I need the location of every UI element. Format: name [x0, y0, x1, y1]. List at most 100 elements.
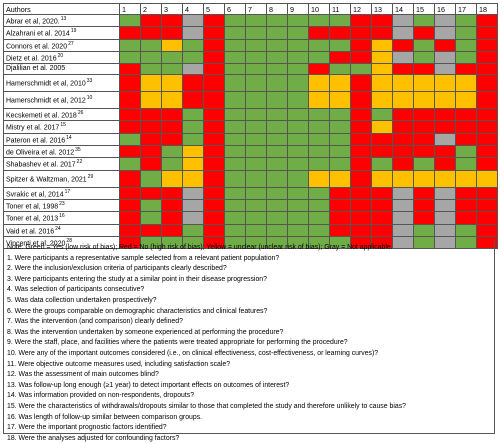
rating-cell [140, 132, 162, 146]
criterion-note: 2. Were the inclusion/exclusion criteria… [7, 265, 227, 273]
author-name: Toner et al, 1998 [6, 203, 59, 211]
notes-section: Note: Green = Yes (low risk of bias); Re… [3, 241, 495, 442]
rating-cell [287, 50, 309, 65]
reference-number: 28 [66, 237, 72, 244]
column-header-8: 8 [266, 3, 288, 15]
rating-cell [371, 169, 393, 188]
author-name: Mistry et al. 2017 [6, 124, 60, 132]
author-cell: Shabashev et al. 201722 [3, 157, 120, 171]
column-header-7: 7 [245, 3, 267, 15]
rating-cell [287, 198, 309, 213]
rating-cell [203, 50, 225, 65]
criterion-note: 14. Was information provided on non-resp… [7, 392, 195, 400]
rating-cell [455, 50, 477, 65]
rating-cell [182, 157, 204, 171]
rating-cell [413, 169, 435, 188]
rating-cell [392, 157, 414, 171]
rating-cell [140, 169, 162, 188]
rating-cell [161, 235, 183, 250]
rating-cell [182, 50, 204, 65]
rating-cell [329, 157, 351, 171]
author-cell: Vincenti et al. 202028 [3, 235, 120, 250]
rating-cell [350, 198, 372, 213]
rating-cell [161, 157, 183, 171]
criterion-note: 12. Was the assessment of main outcomes … [7, 371, 159, 379]
rating-cell [266, 73, 288, 92]
rating-cell [455, 73, 477, 92]
rating-cell [245, 169, 267, 188]
rating-cell [119, 50, 141, 65]
rating-cell [245, 90, 267, 109]
rating-cell [119, 38, 141, 52]
rating-cell [329, 107, 351, 122]
rating-cell [329, 132, 351, 146]
rating-cell [476, 26, 498, 40]
rating-cell [371, 186, 393, 200]
rating-cell [203, 198, 225, 213]
rating-cell [371, 26, 393, 40]
rating-cell [476, 144, 498, 159]
rating-cell [161, 107, 183, 122]
rating-cell [119, 132, 141, 146]
rating-cell [455, 107, 477, 122]
rating-cell [203, 38, 225, 52]
rating-cell [119, 223, 141, 237]
rating-cell [182, 73, 204, 92]
rating-cell [434, 107, 456, 122]
rating-cell [434, 73, 456, 92]
rating-cell [329, 73, 351, 92]
rating-cell [476, 90, 498, 109]
rating-cell [476, 107, 498, 122]
author-name: Shabashev et al. 2017 [6, 161, 76, 169]
rating-cell [455, 186, 477, 200]
risk-of-bias-table: Authors 1 2 3 4 5 6 7 8 9 10 11 12 13 14 15 16 17 18 Abra… [3, 3, 498, 250]
rating-cell [476, 73, 498, 92]
table-row: Dietz et al. 201620 [3, 50, 498, 65]
criterion-note: 18. Were the analyses adjusted for confo… [7, 434, 180, 442]
rating-cell [455, 13, 477, 28]
rating-cell [329, 223, 351, 237]
rating-cell [224, 107, 246, 122]
rating-cell [371, 157, 393, 171]
rating-cell [182, 107, 204, 122]
rating-cell [224, 235, 246, 250]
table-row: Connors et al. 202027 [3, 38, 498, 52]
rating-cell [308, 186, 330, 200]
criterion-note: 1. Were participants a representative sa… [7, 254, 280, 262]
rating-cell [245, 107, 267, 122]
rating-cell [371, 120, 393, 134]
rating-cell [308, 132, 330, 146]
rating-cell [392, 107, 414, 122]
rating-cell [329, 144, 351, 159]
rating-cell [245, 198, 267, 213]
rating-cell [476, 169, 498, 188]
rating-cell [161, 13, 183, 28]
author-cell: Vaid et al. 201624 [3, 223, 120, 237]
rating-cell [455, 144, 477, 159]
rating-cell [392, 198, 414, 213]
rating-cell [455, 63, 477, 75]
rating-cell [350, 63, 372, 75]
rating-cell [329, 120, 351, 134]
rating-cell [308, 211, 330, 225]
rating-cell [455, 157, 477, 171]
table-row: Toner et al, 201316 [3, 211, 498, 225]
rating-cell [203, 223, 225, 237]
column-header-13: 13 [371, 3, 393, 15]
criterion-note: 11. Were objective outcome measures used… [7, 360, 231, 368]
table-row: Kecskemeti et al. 201826 [3, 107, 498, 122]
rating-cell [119, 169, 141, 188]
table-row: Spitzer & Waltzman, 202129 [3, 169, 498, 188]
reference-number: 10 [86, 95, 93, 102]
rating-cell [434, 63, 456, 75]
author-name: Hamerschmidt et al, 2010 [6, 80, 86, 88]
rating-cell [434, 26, 456, 40]
reference-number: 20 [57, 52, 64, 59]
rating-cell [203, 13, 225, 28]
rating-cell [371, 144, 393, 159]
rating-cell [308, 223, 330, 237]
rating-cell [476, 38, 498, 52]
rating-cell [140, 26, 162, 40]
rating-cell [119, 235, 141, 250]
rating-cell [245, 73, 267, 92]
